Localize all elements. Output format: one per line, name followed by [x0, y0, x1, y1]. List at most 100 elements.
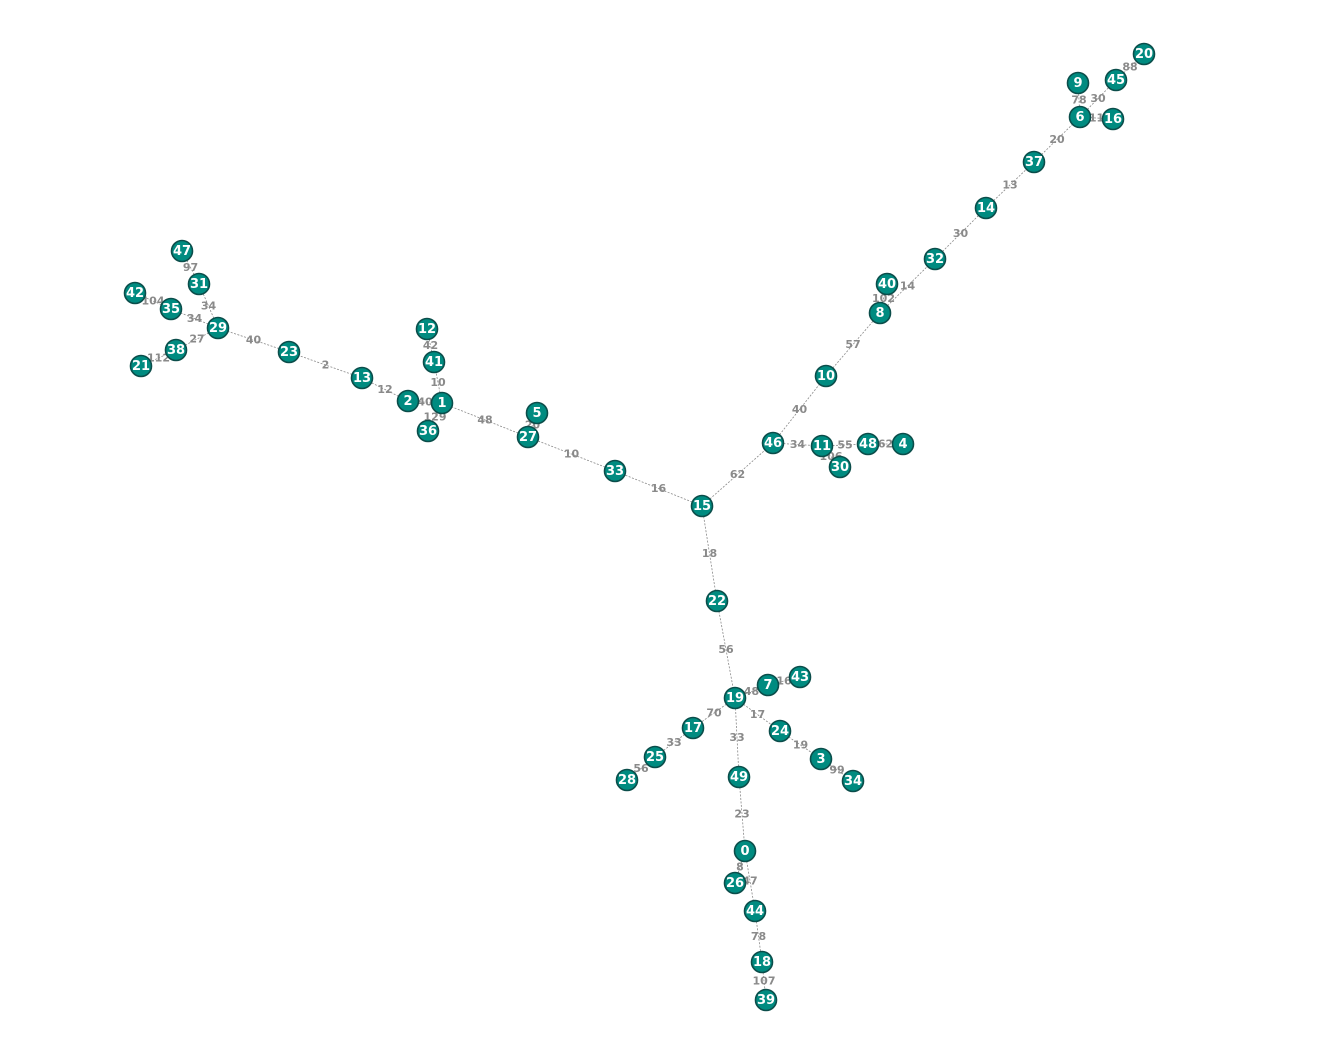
node-circle: [681, 716, 705, 740]
node-23: 23: [277, 340, 301, 364]
edge-15-46: [701, 442, 774, 507]
edge-weight-label: 34: [790, 438, 806, 451]
edge-22-19: [716, 600, 736, 699]
edge-weight-label: 2: [322, 359, 330, 372]
node-label: 10: [817, 369, 835, 384]
node-circle: [841, 769, 865, 793]
edge-weight-label: 48: [477, 414, 492, 427]
node-circle: [1066, 71, 1090, 95]
edge-weight-label: 33: [729, 731, 744, 744]
edge-weight-label: 97: [183, 261, 198, 274]
node-20: 20: [1132, 42, 1156, 66]
node-circle: [516, 425, 540, 449]
node-26: 26: [723, 871, 747, 895]
edge-33-27: [527, 436, 616, 472]
edge-labels-layer: 1610204840104212912240349734104271126240…: [142, 61, 1138, 988]
edge-23-29: [217, 327, 290, 353]
edge-weight-label: 70: [706, 707, 722, 720]
node-circle: [809, 747, 833, 771]
node-label: 26: [726, 876, 744, 891]
node-label: 27: [519, 430, 537, 445]
node-label: 1: [437, 396, 446, 411]
node-label: 3: [816, 752, 825, 767]
node-circle: [350, 366, 374, 390]
edge-weight-label: 30: [953, 227, 969, 240]
edge-weight-label: 56: [633, 762, 649, 775]
node-circle: [1068, 105, 1092, 129]
node-label: 9: [1073, 76, 1082, 91]
edge-weight-label: 78: [751, 930, 766, 943]
node-label: 17: [684, 721, 702, 736]
edge-weight-label: 78: [1071, 94, 1086, 107]
node-label: 22: [708, 594, 726, 609]
node-label: 37: [1025, 155, 1043, 170]
edge-weight-label: 17: [750, 708, 765, 721]
node-43: 43: [788, 665, 812, 689]
node-37: 37: [1022, 150, 1046, 174]
node-circle: [761, 431, 785, 455]
edge-weight-label: 16: [651, 482, 667, 495]
node-label: 41: [425, 355, 443, 370]
edge-weight-label: 55: [837, 439, 852, 452]
node-label: 16: [1104, 112, 1122, 127]
node-46: 46: [761, 431, 785, 455]
node-circle: [727, 765, 751, 789]
node-38: 38: [164, 338, 188, 362]
edge-weight-label: 34: [201, 300, 217, 313]
node-11: 11: [810, 434, 834, 458]
node-label: 49: [730, 770, 748, 785]
edge-weight-label: 16: [776, 675, 792, 688]
node-35: 35: [159, 297, 183, 321]
node-6: 6: [1068, 105, 1092, 129]
node-label: 31: [190, 277, 208, 292]
node-circle: [923, 247, 947, 271]
node-21: 21: [129, 354, 153, 378]
node-41: 41: [422, 350, 446, 374]
node-14: 14: [974, 196, 998, 220]
node-circle: [615, 768, 639, 792]
node-label: 6: [1075, 110, 1084, 125]
node-40: 40: [875, 272, 899, 296]
node-22: 22: [705, 589, 729, 613]
node-label: 24: [771, 724, 789, 739]
edge-25-28: [626, 756, 656, 781]
node-9: 9: [1066, 71, 1090, 95]
edge-weight-label: 19: [793, 739, 808, 752]
node-label: 30: [831, 460, 849, 475]
edge-8-32: [879, 258, 936, 314]
edge-weight-label: 20: [1049, 133, 1065, 146]
node-8: 8: [868, 301, 892, 325]
node-circle: [875, 272, 899, 296]
node-circle: [768, 719, 792, 743]
node-circle: [206, 316, 230, 340]
edge-weight-label: 104: [142, 295, 165, 308]
edge-weight-label: 12: [377, 383, 392, 396]
node-label: 29: [209, 321, 227, 336]
edge-weight-label: 102: [872, 292, 895, 305]
edge-weight-label: 34: [187, 312, 203, 325]
node-label: 4: [898, 437, 907, 452]
node-18: 18: [750, 950, 774, 974]
node-label: 42: [126, 286, 144, 301]
node-circle: [164, 338, 188, 362]
edge-weight-label: 10: [564, 448, 580, 461]
node-circle: [733, 839, 757, 863]
node-circle: [416, 419, 440, 443]
node-label: 8: [875, 306, 884, 321]
node-circle: [1101, 107, 1125, 131]
node-16: 16: [1101, 107, 1125, 131]
node-circle: [170, 239, 194, 263]
node-circle: [743, 899, 767, 923]
node-47: 47: [170, 239, 194, 263]
edge-weight-label: 62: [730, 468, 745, 481]
node-label: 43: [791, 670, 809, 685]
edge-weight-label: 8: [736, 861, 744, 874]
node-circle: [430, 391, 454, 415]
node-circle: [159, 297, 183, 321]
node-44: 44: [743, 899, 767, 923]
node-label: 18: [753, 955, 771, 970]
node-circle: [123, 281, 147, 305]
edge-31-47: [181, 250, 200, 285]
node-3: 3: [809, 747, 833, 771]
